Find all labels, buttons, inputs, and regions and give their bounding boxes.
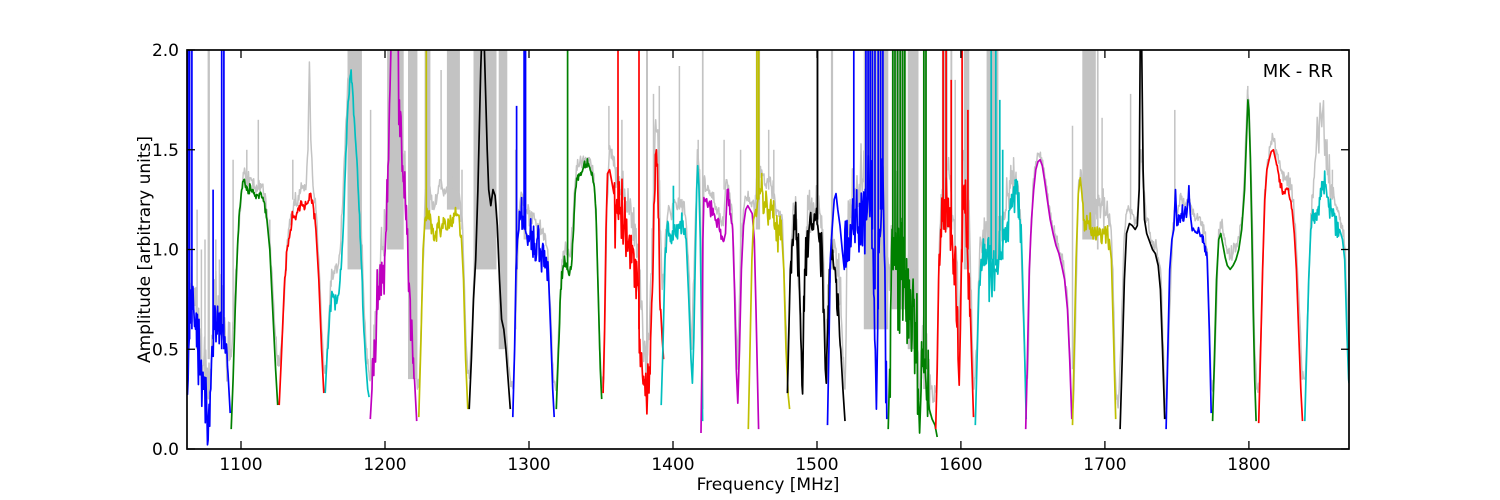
subband-22-trace (1165, 184, 1213, 430)
y-tick-label: 1.5 (152, 141, 179, 161)
subband-15-trace (826, 154, 888, 426)
subband-05-trace (369, 50, 418, 422)
x-tick-label: 1800 (1227, 455, 1270, 475)
y-tick-label: 2.0 (152, 41, 179, 61)
subband-08-trace (511, 196, 556, 418)
subband-03-trace (278, 192, 325, 406)
data-layer (187, 50, 1349, 446)
rfi-column (207, 50, 210, 360)
subband-14-trace (786, 201, 846, 422)
x-tick-label: 1700 (1083, 455, 1126, 475)
subband-23-trace (1211, 99, 1257, 422)
rfi-column (963, 50, 970, 270)
subband-18-trace (974, 178, 1028, 426)
subband-02-trace (230, 178, 279, 430)
subband-06-trace (417, 206, 469, 418)
subband-09-trace (555, 157, 603, 410)
rfi-column (986, 50, 999, 260)
subband-12-trace (700, 188, 760, 434)
subband-04-trace (324, 69, 370, 398)
rfi-column (923, 50, 927, 390)
rfi-column (498, 50, 508, 350)
rfi-column (941, 50, 948, 230)
rfi-column (830, 50, 834, 270)
subband-07-trace (468, 50, 512, 410)
rfi-column (1096, 50, 1099, 250)
x-tick-label: 1300 (507, 455, 550, 475)
x-tick-label: 1200 (363, 455, 406, 475)
y-tick-label: 0.0 (152, 440, 179, 460)
x-tick-label: 1500 (795, 455, 838, 475)
tick-marks (187, 49, 1349, 450)
subband-17-trace (934, 176, 975, 430)
subband-20-trace (1071, 176, 1117, 426)
rfi-column (347, 50, 362, 270)
subband-11-trace (660, 164, 704, 422)
subband-19-trace (1024, 158, 1073, 430)
y-tick-label: 1.0 (152, 241, 179, 261)
subband-21-trace (1119, 50, 1166, 430)
x-tick-label: 1400 (651, 455, 694, 475)
subband-10-trace (602, 148, 665, 415)
x-tick-label: 1600 (939, 455, 982, 475)
subband-13-trace (747, 172, 791, 430)
y-tick-label: 0.5 (152, 340, 179, 360)
rfi-column (424, 50, 431, 230)
rfi-column (408, 50, 418, 380)
x-tick-label: 1100 (219, 455, 262, 475)
rfi-column (446, 50, 460, 210)
baseline-annotation: MK - RR (1263, 61, 1333, 82)
y-axis-label: Amplitude [arbitrary units] (135, 136, 155, 363)
rfi-column (755, 50, 761, 230)
subband-24-trace (1257, 148, 1304, 424)
rfi-column (646, 50, 648, 380)
rfi-column (907, 50, 919, 350)
tick-labels: 1100 1200 1300 1400 1500 1600 1700 1800 0.0 0.5 1.… (152, 41, 1271, 475)
subband-25-trace (1303, 170, 1349, 422)
x-axis-label: Frequency [MHz] (697, 475, 840, 495)
